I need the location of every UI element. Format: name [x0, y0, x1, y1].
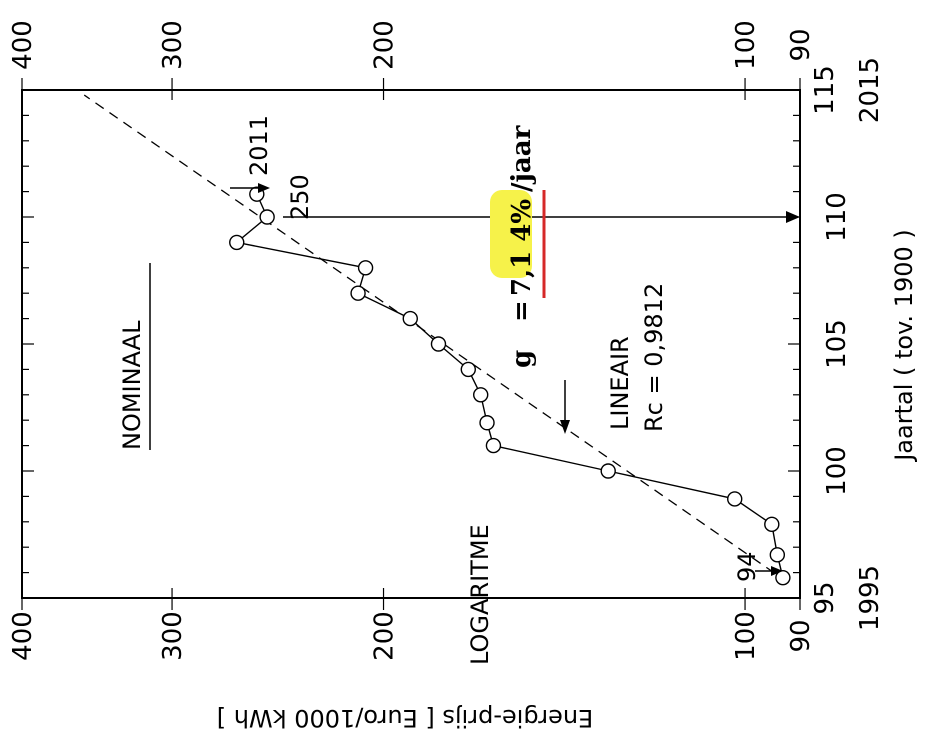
year-tick-label: 95 [810, 581, 840, 614]
price-tick-label-bottom: 400 [8, 611, 38, 661]
growth-value: 7,1 4% [507, 199, 537, 296]
x-axis-title: Jaartal ( tov. 1900 ) [890, 229, 918, 463]
data-point [485, 437, 502, 454]
data-point [764, 516, 780, 533]
arrow-94-head-icon [771, 566, 783, 576]
nominaal-label: NOMINAAL [118, 320, 146, 450]
year-tick-label: 100 [822, 446, 852, 496]
year-tick-label: 105 [822, 319, 852, 369]
series-line [235, 193, 784, 578]
year-label: 1995 [855, 565, 885, 631]
price-tick-label-top: 90 [786, 28, 816, 61]
data-point [775, 569, 791, 586]
arrow-110-head-icon [786, 211, 800, 223]
price-tick-label-bottom: 90 [786, 619, 816, 652]
arrow-lineair-head-icon [560, 420, 570, 434]
data-point [600, 463, 616, 479]
y-axis-title: Energie-prijs [ Euro/1000 kWh ] [217, 704, 594, 732]
data-point [473, 387, 489, 403]
data-point [460, 361, 476, 378]
growth-prefix: g [507, 350, 537, 368]
data-point [430, 336, 447, 352]
data-point [402, 310, 418, 327]
year-label: 2015 [855, 57, 885, 123]
growth-eq: = [507, 300, 537, 322]
data-point [769, 547, 786, 563]
data-point [259, 209, 275, 225]
lineair-label: LINEAIR [606, 336, 634, 430]
growth-highlight [490, 190, 532, 278]
label-2011: 2011 [245, 115, 273, 176]
year-tick-label: 110 [822, 192, 852, 242]
tick-labels: 90 90 100 100 200 200 300 300 400 400 95 100 105 110 1… [8, 20, 885, 661]
label-250: 250 [286, 174, 314, 220]
price-tick-label-top: 200 [370, 20, 400, 70]
data-point [357, 260, 374, 276]
data-point [479, 415, 495, 431]
year-tick-label: 115 [810, 65, 840, 115]
data-point [229, 234, 245, 251]
price-tick-label-bottom: 100 [731, 611, 761, 661]
price-tick-label-bottom: 200 [370, 611, 400, 661]
data-points [229, 186, 791, 586]
arrow-2011-head-icon [258, 183, 270, 193]
price-tick-label-top: 100 [731, 20, 761, 70]
price-tick-label-top: 300 [158, 20, 188, 70]
rc-label: Rc = 0,9812 [640, 283, 668, 432]
growth-unit: /jaar [507, 125, 537, 192]
data-point [350, 285, 366, 301]
price-tick-label-bottom: 300 [158, 611, 188, 661]
price-tick-label-top: 400 [8, 20, 38, 70]
label-94: 94 [733, 551, 761, 582]
data-point [727, 491, 743, 507]
ticks [21, 78, 801, 610]
logaritme-label: LOGARITME [466, 524, 494, 665]
